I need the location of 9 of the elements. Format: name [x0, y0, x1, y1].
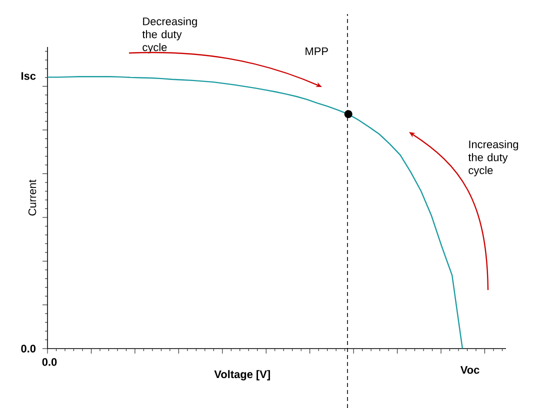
text: Increasing the duty cycle: [468, 140, 518, 176]
text: Voc: [460, 366, 480, 374]
y-axis-title: Current: [28, 180, 36, 216]
text: Decreasing the duty cycle: [142, 17, 197, 54]
text: MPP: [306, 47, 328, 55]
text: 0.0: [42, 358, 57, 366]
text: 0.0: [21, 344, 36, 352]
text: Isc: [21, 72, 36, 80]
x-axis-title: Voltage [V]: [214, 370, 270, 380]
